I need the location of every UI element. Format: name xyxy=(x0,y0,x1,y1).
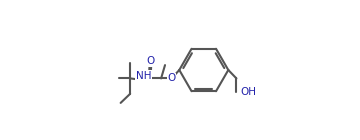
Text: OH: OH xyxy=(240,87,256,97)
Text: NH: NH xyxy=(136,71,151,81)
Text: O: O xyxy=(147,56,155,66)
Text: O: O xyxy=(167,73,176,83)
